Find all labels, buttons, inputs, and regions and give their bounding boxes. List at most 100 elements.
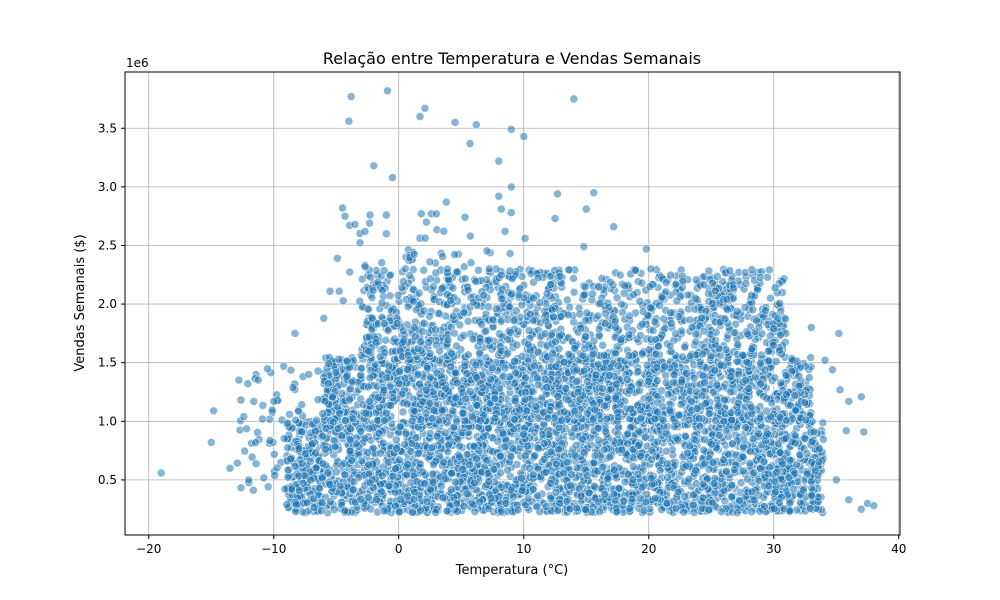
scatter-point bbox=[521, 387, 530, 397]
scatter-point bbox=[506, 452, 516, 461]
scatter-point bbox=[721, 426, 731, 436]
scatter-point bbox=[442, 506, 452, 516]
scatter-point bbox=[678, 352, 687, 362]
scatter-point bbox=[801, 415, 811, 425]
scatter-point bbox=[490, 413, 500, 423]
scatter-point bbox=[716, 360, 726, 370]
scatter-point bbox=[746, 402, 756, 412]
scatter-point bbox=[472, 401, 482, 410]
scatter-point bbox=[802, 449, 812, 458]
scatter-point bbox=[460, 416, 470, 426]
scatter-point bbox=[469, 442, 479, 451]
scatter-point bbox=[810, 466, 820, 476]
scatter-point bbox=[376, 448, 385, 458]
scatter-point bbox=[628, 462, 638, 471]
scatter-point bbox=[545, 405, 555, 415]
scatter-point bbox=[800, 433, 810, 443]
scatter-point bbox=[732, 508, 742, 518]
scatter-point bbox=[814, 457, 824, 467]
scatter-point bbox=[691, 465, 701, 475]
scatter-point bbox=[416, 415, 426, 424]
scatter-point bbox=[698, 493, 708, 503]
scatter-point bbox=[360, 434, 370, 443]
scatter-point bbox=[762, 394, 772, 403]
scatter-point bbox=[591, 370, 601, 380]
scatter-point bbox=[415, 459, 425, 469]
scatter-point bbox=[294, 486, 304, 495]
scatter-point bbox=[681, 461, 691, 471]
scatter-point bbox=[809, 427, 819, 437]
scatter-point bbox=[764, 265, 774, 275]
scatter-point bbox=[598, 340, 608, 350]
scatter-point bbox=[688, 500, 698, 510]
scatter-point bbox=[416, 506, 425, 515]
scatter-point bbox=[505, 372, 514, 382]
scatter-point bbox=[382, 373, 392, 382]
scatter-point bbox=[500, 363, 510, 373]
scatter-point bbox=[398, 407, 408, 417]
scatter-point bbox=[474, 265, 483, 275]
scatter-point bbox=[551, 487, 561, 497]
scatter-point bbox=[766, 293, 775, 303]
scatter-point bbox=[727, 492, 736, 502]
scatter-point bbox=[393, 290, 403, 300]
scatter-point bbox=[345, 446, 355, 456]
scatter-point bbox=[562, 496, 572, 506]
scatter-point bbox=[687, 397, 696, 406]
scatter-point bbox=[356, 426, 366, 436]
scatter-point bbox=[605, 452, 615, 462]
scatter-point bbox=[383, 458, 393, 467]
scatter-point bbox=[427, 443, 437, 453]
scatter-point bbox=[683, 448, 692, 458]
scatter-point bbox=[701, 399, 710, 408]
scatter-point bbox=[606, 384, 616, 394]
scatter-point bbox=[335, 408, 344, 418]
scatter-point bbox=[283, 465, 293, 475]
scatter-point bbox=[533, 491, 543, 500]
scatter-point bbox=[394, 367, 404, 377]
scatter-point bbox=[671, 503, 681, 513]
scatter-point bbox=[447, 469, 457, 478]
scatter-point bbox=[717, 507, 726, 517]
scatter-point bbox=[347, 377, 357, 387]
scatter-point bbox=[496, 451, 505, 461]
scatter-point bbox=[609, 489, 619, 499]
scatter-point bbox=[804, 373, 814, 382]
scatter-point bbox=[488, 363, 497, 373]
scatter-point bbox=[317, 498, 327, 508]
scatter-point bbox=[401, 429, 411, 439]
scatter-point bbox=[437, 283, 447, 293]
scatter-point bbox=[462, 369, 472, 379]
scatter-point bbox=[429, 282, 438, 291]
scatter-point bbox=[302, 498, 312, 508]
scatter-point bbox=[628, 475, 638, 485]
scatter-point bbox=[647, 455, 657, 464]
scatter-point bbox=[408, 508, 418, 517]
scatter-point bbox=[478, 383, 488, 393]
scatter-point bbox=[530, 451, 540, 460]
scatter-point bbox=[646, 473, 656, 483]
scatter-point bbox=[562, 457, 572, 467]
scatter-point bbox=[392, 444, 401, 453]
scatter-point bbox=[815, 444, 824, 454]
scatter-point bbox=[394, 507, 404, 517]
scatter-point bbox=[438, 378, 447, 387]
scatter-point bbox=[644, 377, 654, 386]
scatter-point bbox=[324, 379, 333, 388]
scatter-point bbox=[727, 415, 737, 425]
scatter-point bbox=[653, 376, 662, 385]
scatter-point bbox=[555, 498, 564, 508]
scatter-point bbox=[340, 470, 350, 480]
scatter-point bbox=[462, 489, 472, 499]
scatter-point bbox=[750, 495, 759, 505]
scatter-point bbox=[562, 295, 572, 305]
scatter-point bbox=[564, 349, 573, 359]
scatter-point bbox=[567, 470, 576, 480]
scatter-point bbox=[805, 504, 815, 513]
scatter-point bbox=[775, 298, 785, 308]
scatter-point bbox=[506, 485, 516, 495]
scatter-point bbox=[439, 457, 449, 467]
scatter-point bbox=[283, 443, 292, 453]
scatter-point bbox=[791, 405, 801, 415]
scatter-point bbox=[790, 468, 800, 478]
